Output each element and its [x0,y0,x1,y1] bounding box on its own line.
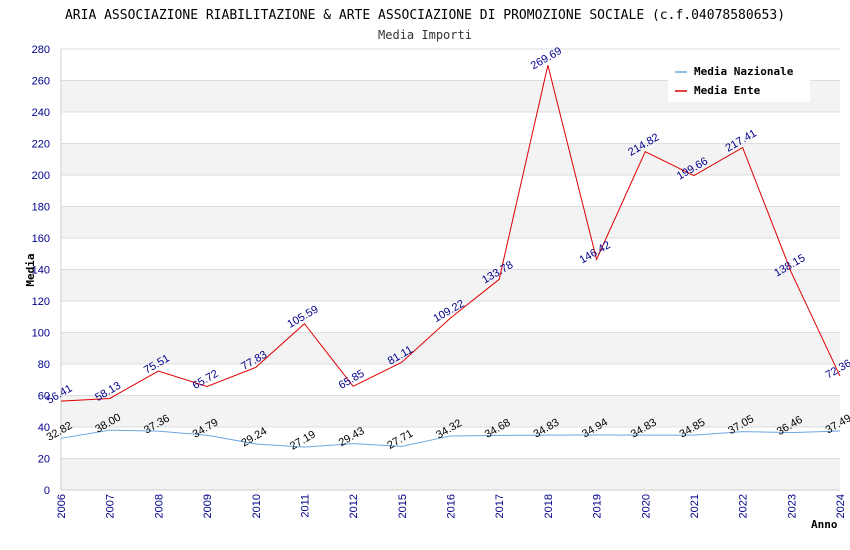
y-tick-label: 0 [44,485,50,497]
x-tick-label: 2017 [494,494,506,518]
grid-band [61,364,840,396]
grid-band [61,332,840,364]
x-tick-label: 2016 [446,494,458,518]
y-tick-label: 180 [32,202,50,214]
x-tick-label: 2007 [105,494,117,518]
y-tick-label: 40 [38,422,50,434]
y-tick-label: 100 [32,328,50,340]
legend-label-nazionale: Media Nazionale [694,65,794,78]
grid-bands [60,48,840,491]
x-tick-label: 2020 [640,494,652,518]
y-tick-label: 20 [38,454,50,466]
y-tick-label: 220 [32,139,50,151]
y-axis-ticks: 0 20 40 60 80 100 120 140 160 180 200 220 240 260 280 [32,44,50,497]
grid-band [61,301,840,333]
grid-band [61,175,840,207]
y-tick-label: 140 [32,265,50,277]
y-tick-label: 80 [38,359,50,371]
chart-title: ARIA ASSOCIAZIONE RIABILITAZIONE & ARTE … [65,8,785,23]
grid-band [61,238,840,270]
legend-label-ente: Media Ente [694,84,761,97]
x-tick-label: 2021 [689,494,701,518]
x-tick-label: 2019 [592,494,604,518]
grid-band [61,143,840,175]
grid-band [61,269,840,301]
x-tick-label: 2009 [202,494,214,518]
legend: Media Nazionale Media Ente [668,58,810,102]
series-line-ente [60,65,841,402]
grid-band [61,112,840,144]
x-axis-label: Anno [811,518,838,531]
grid-band [61,458,840,490]
x-tick-label: 2010 [251,494,263,518]
y-axis-label: Media [24,253,37,286]
x-tick-label: 2018 [543,494,555,518]
x-axis-ticks: 2006 2007 2008 2009 2010 2011 2012 2015 2016 2017… [56,494,847,518]
y-tick-label: 260 [32,76,50,88]
y-tick-label: 160 [32,233,50,245]
y-tick-label: 60 [38,391,50,403]
x-tick-label: 2024 [835,494,847,518]
legend-box [668,58,810,102]
x-tick-label: 2008 [153,494,165,518]
x-tick-label: 2022 [738,494,750,518]
x-tick-label: 2023 [786,494,798,518]
x-tick-label: 2012 [348,494,360,518]
y-tick-label: 240 [32,107,50,119]
series-line-nazionale [60,429,841,448]
grid-band [61,427,840,459]
x-tick-label: 2015 [397,494,409,518]
x-tick-label: 2011 [299,494,311,518]
x-tick-label: 2006 [56,494,68,518]
y-tick-label: 120 [32,296,50,308]
grid-band [61,395,840,427]
y-tick-label: 200 [32,170,50,182]
y-tick-label: 280 [32,44,50,56]
grid-band [61,206,840,238]
chart-subtitle: Media Importi [378,28,472,42]
